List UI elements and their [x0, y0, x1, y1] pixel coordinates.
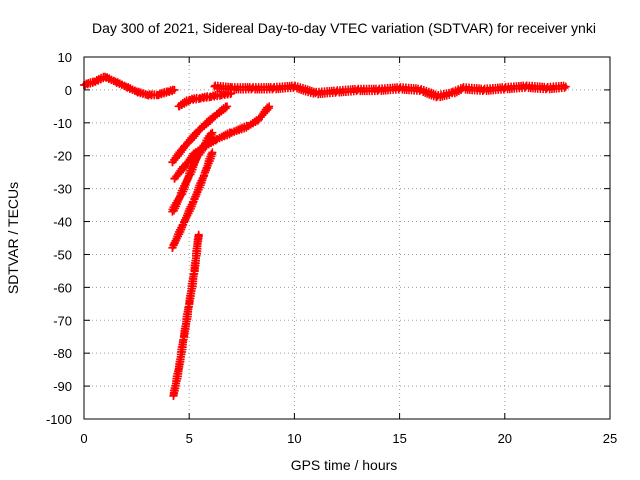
y-tick-label: -70 [53, 313, 72, 328]
axis-ticks: 0 5 10 15 20 25 10 0 -10 -20 -30 -40 -50 -60 -70 -80 -90… [46, 50, 617, 446]
x-tick-label: 0 [80, 431, 87, 446]
x-tick-label: 10 [287, 431, 301, 446]
y-tick-label: -40 [53, 215, 72, 230]
x-tick-label: 20 [498, 431, 512, 446]
y-tick-label: -50 [53, 247, 72, 262]
plot-frame [83, 56, 611, 420]
data-point [194, 230, 203, 239]
y-tick-label: -30 [53, 182, 72, 197]
y-tick-label: -10 [53, 116, 72, 131]
data-point-fill [226, 90, 235, 99]
data-point [223, 102, 232, 111]
data-point-fill [560, 83, 569, 92]
x-axis-label: GPS time / hours [291, 457, 398, 473]
chart-title: Day 300 of 2021, Sidereal Day-to-day VTE… [92, 20, 596, 36]
data-points [80, 72, 570, 400]
y-tick-label: -100 [46, 412, 72, 427]
y-tick-label: -60 [53, 280, 72, 295]
data-point [208, 148, 217, 157]
data-point [208, 128, 217, 137]
y-tick-label: 0 [65, 83, 72, 98]
data-point-fill [415, 86, 424, 95]
data-point [561, 82, 570, 91]
x-tick-label: 25 [603, 431, 617, 446]
data-point [265, 102, 274, 111]
y-tick-label: -80 [53, 346, 72, 361]
y-tick-label: -90 [53, 379, 72, 394]
grid-lines [84, 57, 610, 419]
y-tick-label: 10 [58, 50, 72, 65]
data-point-fill [206, 129, 215, 138]
y-axis-label: SDTVAR / TECUs [5, 182, 21, 294]
x-tick-label: 5 [186, 431, 193, 446]
y-tick-label: -20 [53, 149, 72, 164]
x-tick-label: 15 [392, 431, 406, 446]
data-point [170, 85, 179, 94]
